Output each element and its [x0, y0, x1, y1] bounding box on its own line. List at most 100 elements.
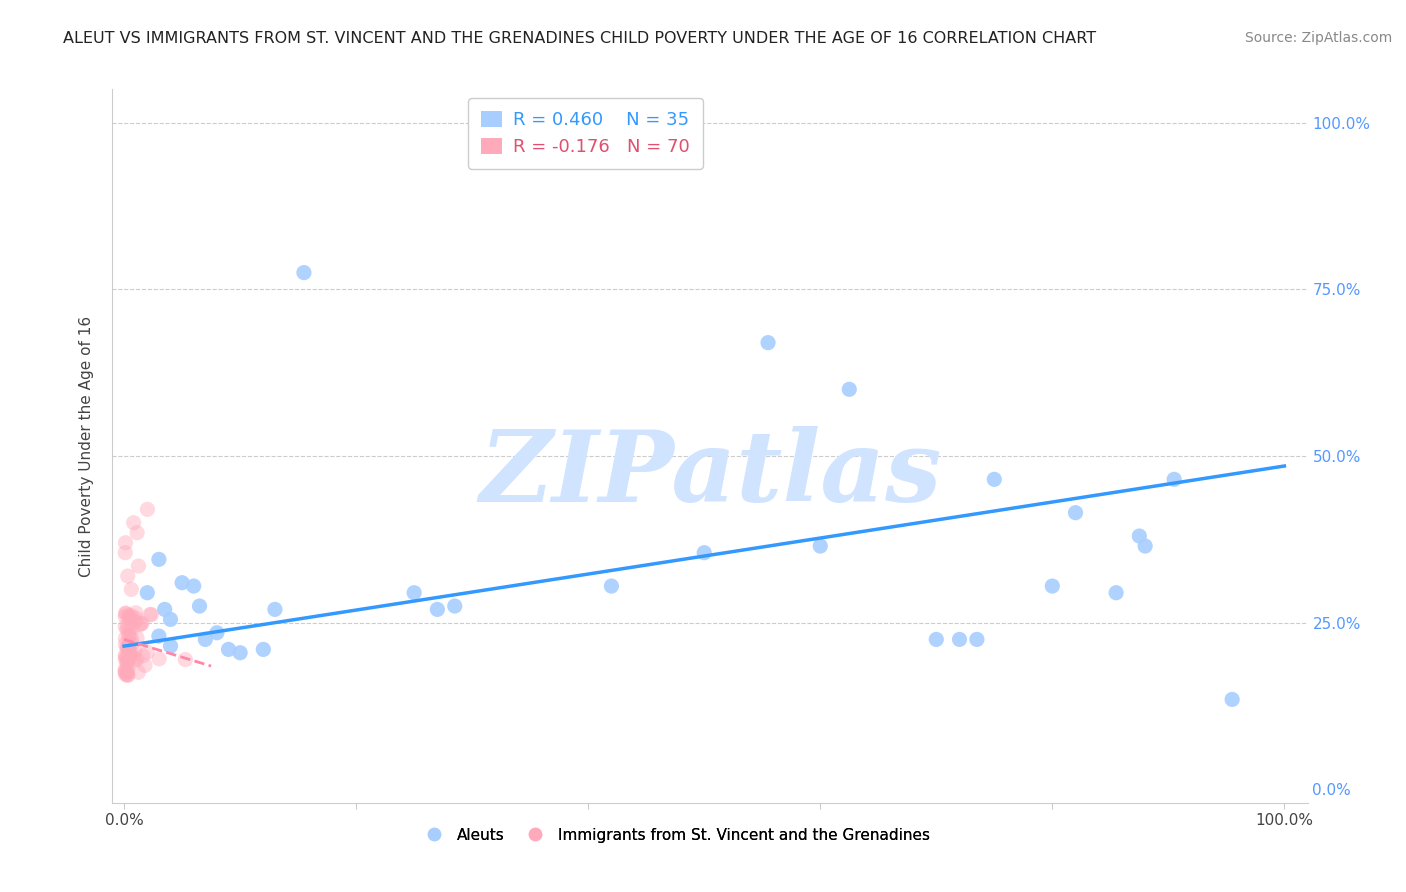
Point	[174, 652, 197, 666]
Point	[114, 546, 136, 560]
Point	[114, 665, 136, 680]
Point	[756, 335, 779, 350]
Point	[115, 606, 138, 620]
Point	[838, 382, 860, 396]
Point	[117, 668, 139, 682]
Point	[205, 625, 228, 640]
Point	[117, 663, 139, 677]
Point	[127, 559, 149, 574]
Point	[117, 656, 139, 670]
Point	[118, 642, 141, 657]
Point	[183, 579, 205, 593]
Point	[948, 632, 970, 647]
Point	[117, 608, 139, 623]
Point	[124, 614, 146, 628]
Point	[125, 631, 148, 645]
Point	[148, 629, 170, 643]
Text: ZIPatlas: ZIPatlas	[479, 426, 941, 523]
Point	[252, 642, 274, 657]
Point	[153, 602, 176, 616]
Point	[117, 620, 139, 634]
Point	[122, 650, 145, 665]
Point	[426, 602, 449, 616]
Point	[114, 609, 136, 624]
Point	[172, 575, 194, 590]
Point	[115, 665, 138, 679]
Point	[229, 646, 252, 660]
Point	[115, 650, 138, 665]
Point	[600, 579, 623, 593]
Point	[118, 612, 141, 626]
Point	[129, 616, 152, 631]
Point	[136, 645, 159, 659]
Point	[114, 664, 136, 678]
Point	[966, 632, 988, 647]
Point	[124, 653, 146, 667]
Point	[443, 599, 465, 613]
Point	[117, 639, 139, 653]
Point	[139, 607, 162, 622]
Point	[188, 599, 211, 613]
Point	[1163, 472, 1185, 486]
Point	[983, 472, 1005, 486]
Point	[292, 266, 315, 280]
Point	[114, 649, 136, 664]
Point	[1133, 539, 1156, 553]
Point	[115, 622, 138, 636]
Point	[120, 608, 142, 623]
Point	[1220, 692, 1243, 706]
Point	[118, 641, 141, 656]
Point	[114, 652, 136, 666]
Point	[148, 652, 170, 666]
Point	[925, 632, 948, 647]
Point	[117, 569, 139, 583]
Point	[124, 644, 146, 658]
Point	[118, 623, 141, 637]
Point	[1040, 579, 1063, 593]
Point	[114, 662, 136, 676]
Point	[1128, 529, 1150, 543]
Text: ALEUT VS IMMIGRANTS FROM ST. VINCENT AND THE GRENADINES CHILD POVERTY UNDER THE : ALEUT VS IMMIGRANTS FROM ST. VINCENT AND…	[63, 31, 1097, 46]
Point	[693, 546, 716, 560]
Point	[118, 629, 141, 643]
Point	[136, 585, 159, 599]
Point	[115, 655, 138, 669]
Point	[125, 606, 148, 620]
Point	[148, 552, 170, 566]
Point	[127, 525, 149, 540]
Point	[120, 632, 142, 646]
Point	[127, 665, 149, 680]
Point	[141, 607, 163, 622]
Point	[132, 648, 155, 663]
Point	[121, 637, 143, 651]
Point	[1105, 585, 1128, 599]
Point	[118, 609, 141, 624]
Point	[118, 650, 141, 665]
Point	[125, 652, 148, 666]
Point	[114, 535, 136, 549]
Point	[120, 582, 142, 597]
Point	[131, 616, 153, 631]
Point	[118, 636, 141, 650]
Point	[117, 640, 139, 655]
Point	[159, 612, 181, 626]
Point	[122, 516, 145, 530]
Point	[117, 628, 139, 642]
Point	[159, 639, 181, 653]
Point	[808, 539, 831, 553]
Point	[114, 607, 136, 621]
Point	[114, 632, 136, 646]
Point	[114, 648, 136, 663]
Point	[264, 602, 287, 616]
Point	[136, 502, 159, 516]
Point	[118, 643, 141, 657]
Point	[115, 667, 138, 681]
Point	[218, 642, 240, 657]
Point	[129, 617, 152, 632]
Point	[114, 667, 136, 681]
Point	[114, 637, 136, 651]
Point	[121, 621, 143, 635]
Point	[115, 640, 138, 655]
Point	[1064, 506, 1087, 520]
Point	[120, 649, 142, 664]
